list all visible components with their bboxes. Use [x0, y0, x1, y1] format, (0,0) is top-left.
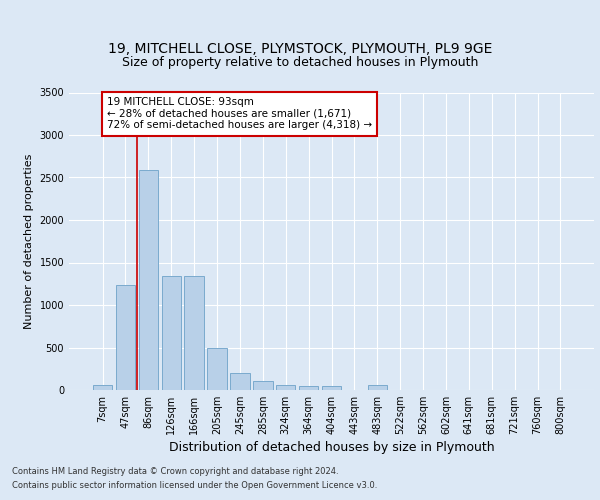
Text: Contains public sector information licensed under the Open Government Licence v3: Contains public sector information licen… — [12, 481, 377, 490]
Bar — [184, 276, 204, 390]
Y-axis label: Number of detached properties: Number of detached properties — [24, 154, 34, 329]
Bar — [368, 386, 387, 390]
Text: 19 MITCHELL CLOSE: 93sqm
← 28% of detached houses are smaller (1,671)
72% of sem: 19 MITCHELL CLOSE: 93sqm ← 28% of detach… — [107, 97, 372, 130]
X-axis label: Distribution of detached houses by size in Plymouth: Distribution of detached houses by size … — [169, 442, 494, 454]
Bar — [208, 348, 227, 390]
Bar — [253, 380, 272, 390]
Text: Contains HM Land Registry data © Crown copyright and database right 2024.: Contains HM Land Registry data © Crown c… — [12, 467, 338, 476]
Bar — [93, 386, 112, 390]
Bar — [276, 386, 295, 390]
Bar — [139, 170, 158, 390]
Text: Size of property relative to detached houses in Plymouth: Size of property relative to detached ho… — [122, 56, 478, 69]
Text: 19, MITCHELL CLOSE, PLYMSTOCK, PLYMOUTH, PL9 9GE: 19, MITCHELL CLOSE, PLYMSTOCK, PLYMOUTH,… — [108, 42, 492, 56]
Bar — [322, 386, 341, 390]
Bar — [230, 373, 250, 390]
Bar — [116, 286, 135, 390]
Bar — [161, 276, 181, 390]
Bar — [299, 386, 319, 390]
